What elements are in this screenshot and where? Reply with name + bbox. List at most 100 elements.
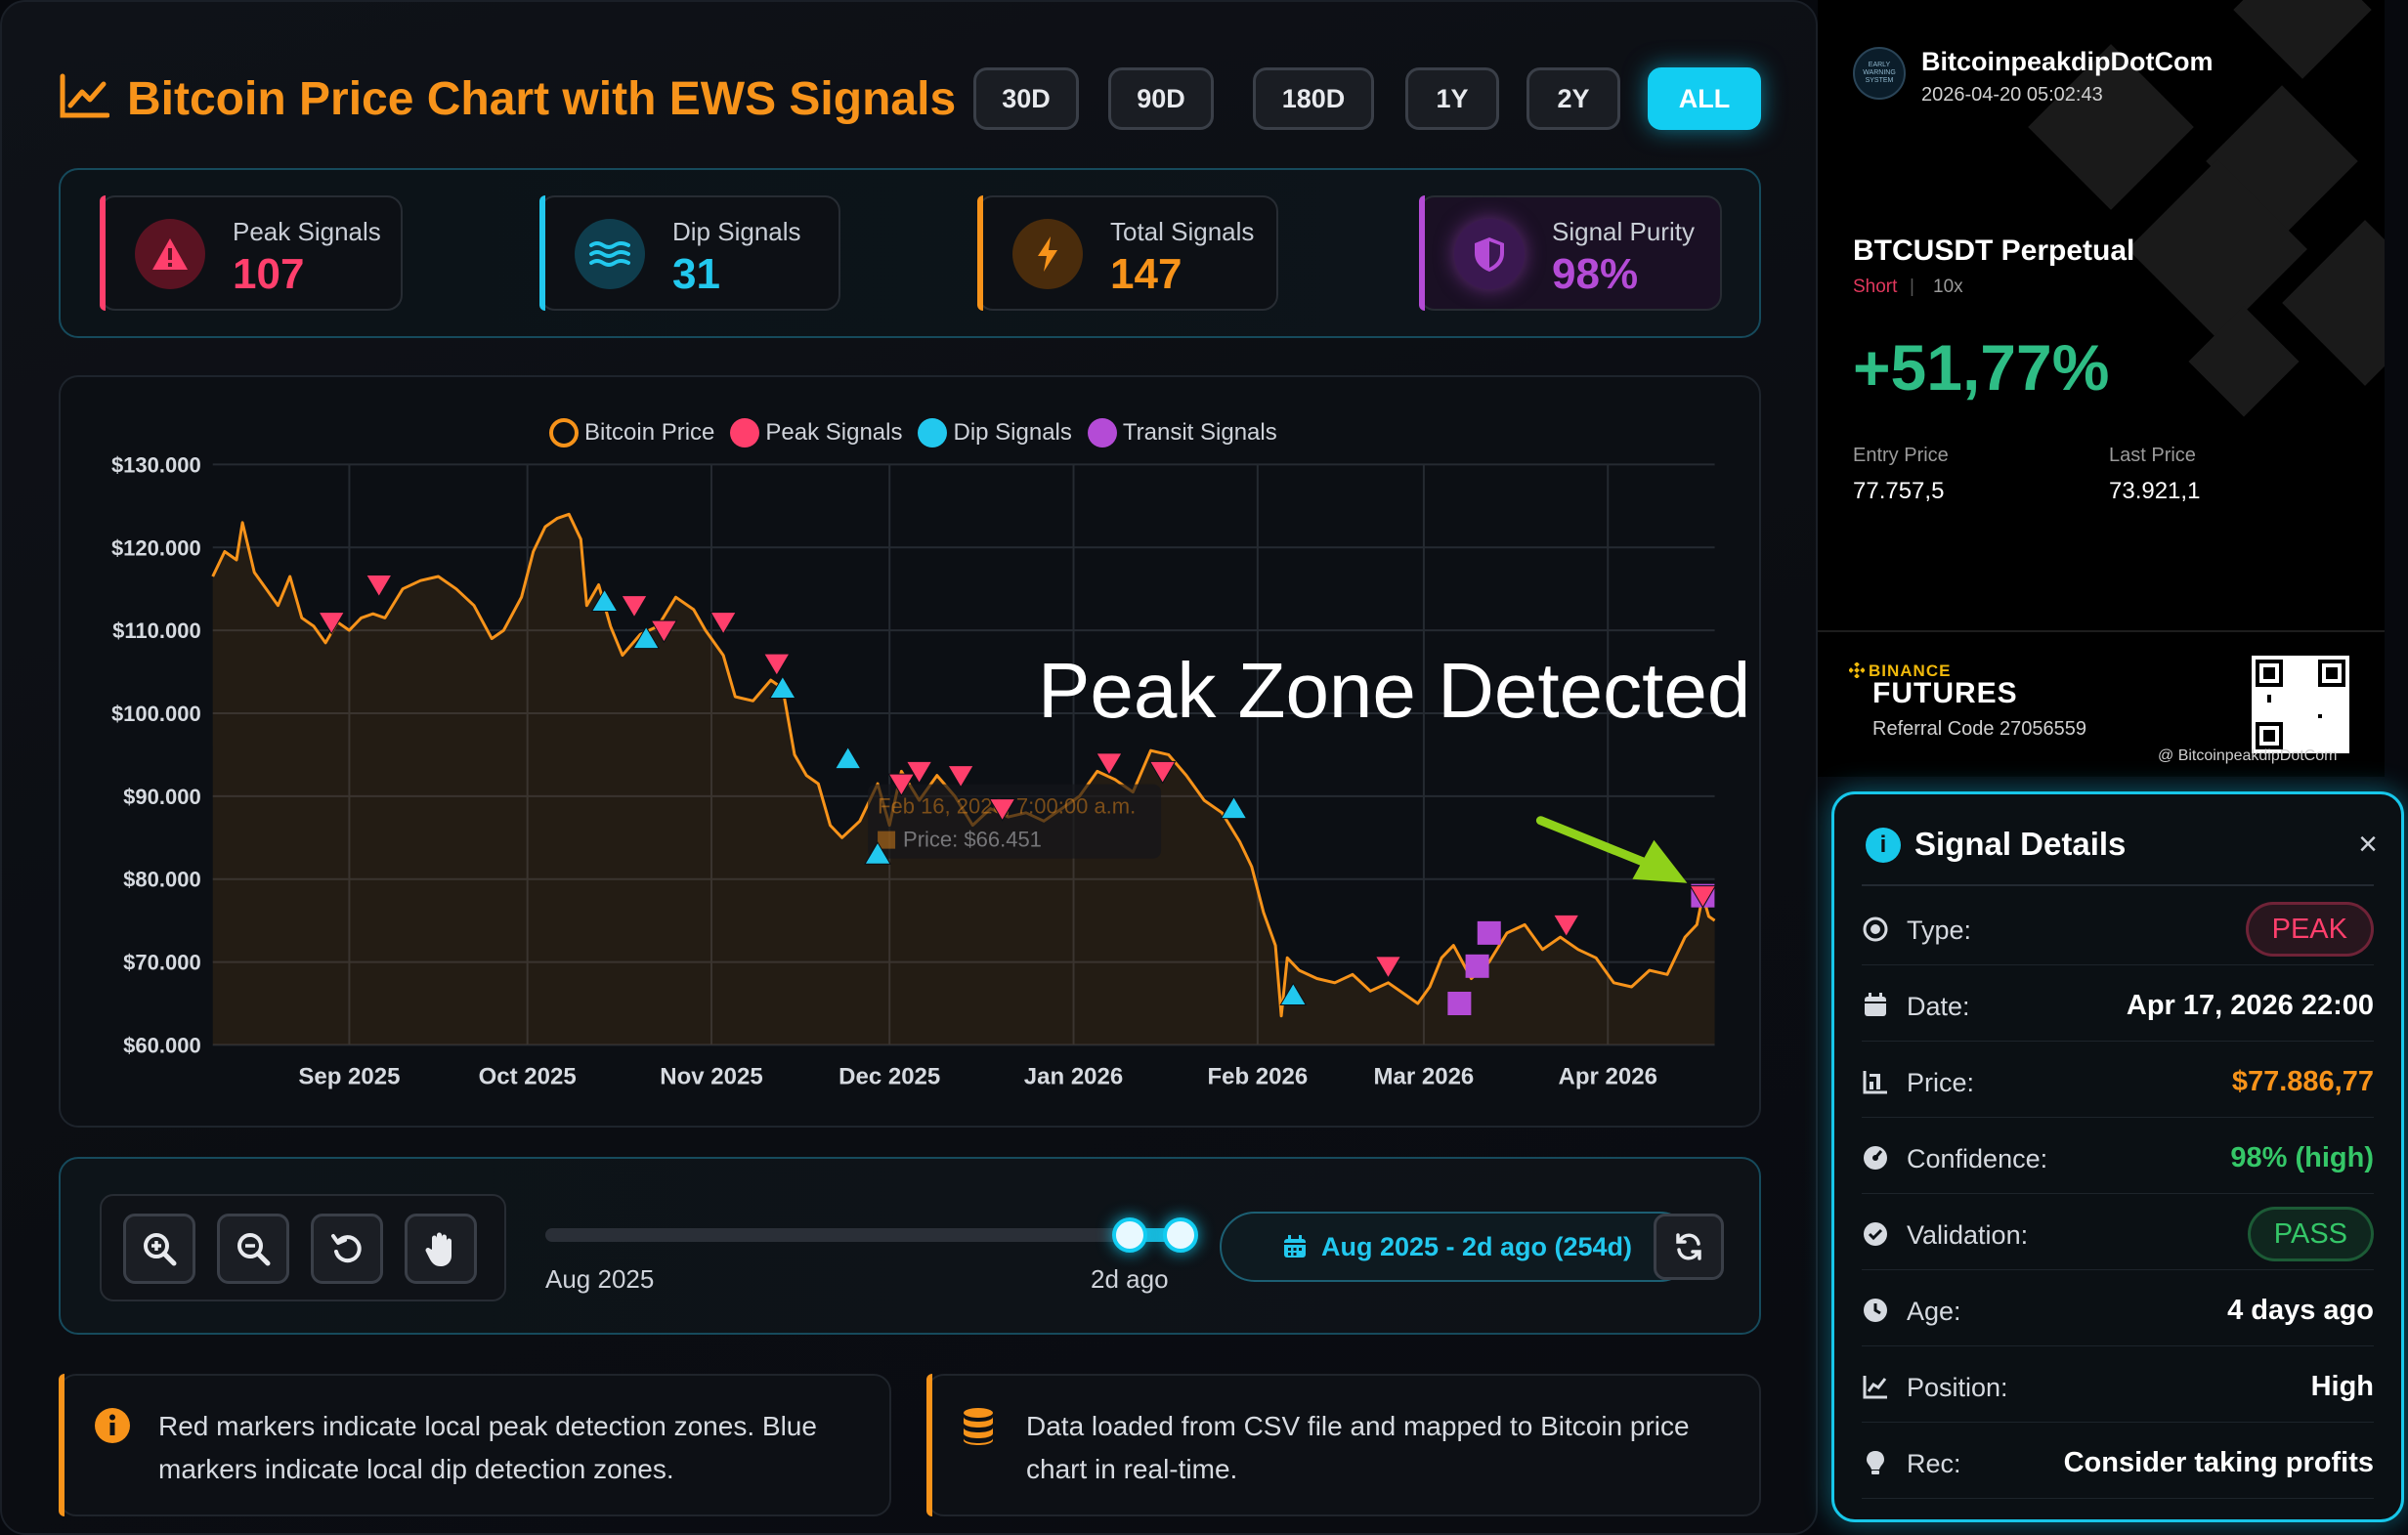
info-text: Red markers indicate local peak detectio… <box>158 1411 817 1484</box>
peak-signal-marker[interactable] <box>621 595 648 618</box>
divider <box>1862 884 2374 886</box>
pan-button[interactable] <box>405 1214 477 1284</box>
peak-signal-marker[interactable] <box>710 612 738 635</box>
referral-code: Referral Code 27056559 <box>1872 718 2087 740</box>
dip-signal-marker[interactable] <box>1220 795 1248 820</box>
waves-icon <box>575 219 645 289</box>
peak-signal-marker[interactable] <box>650 619 678 644</box>
range-30d-button[interactable]: 30D <box>973 67 1079 130</box>
stat-dip-signals: Dip Signals 31 <box>539 195 840 311</box>
card-accent <box>926 1374 932 1516</box>
share-timestamp: 2026-04-20 05:02:43 <box>1921 84 2103 106</box>
range-slider-end-handle[interactable] <box>1163 1217 1198 1253</box>
detail-row-rec: Rec: Consider taking profits <box>1862 1426 2374 1499</box>
range-2y-button[interactable]: 2Y <box>1526 67 1620 130</box>
qr-code[interactable] <box>2252 656 2349 753</box>
legend-label: Transit Signals <box>1122 419 1277 446</box>
binance-product: FUTURES <box>1872 677 2018 709</box>
range-slider-track[interactable] <box>545 1228 1181 1242</box>
transit-signal-marker[interactable] <box>1447 992 1472 1015</box>
peak-signal-marker[interactable] <box>947 765 974 789</box>
stats-panel: Peak Signals 107 Dip Signals 31 Total Si… <box>59 168 1761 338</box>
calendar-icon <box>1283 1235 1306 1258</box>
slider-start-label: Aug 2025 <box>545 1264 655 1294</box>
range-slider-start-handle[interactable] <box>1112 1217 1147 1253</box>
peak-signal-marker[interactable] <box>887 773 916 797</box>
legend-bitcoin-price[interactable]: Bitcoin Price <box>549 418 714 448</box>
range-1y-button[interactable]: 1Y <box>1405 67 1499 130</box>
detail-value: High <box>2310 1371 2374 1402</box>
gauge-icon <box>1864 1146 1887 1170</box>
legend-transit-signals[interactable]: Transit Signals <box>1087 418 1277 448</box>
range-180d-button[interactable]: 180D <box>1253 67 1374 130</box>
x-tick-label: Oct 2025 <box>479 1063 577 1089</box>
peak-zone-annotation: Peak Zone Detected <box>1038 647 1750 734</box>
reset-zoom-button[interactable] <box>311 1214 383 1284</box>
shield-icon <box>1454 219 1525 289</box>
dip-signal-marker[interactable] <box>864 841 891 865</box>
detail-value: 98% (high) <box>2230 1142 2374 1173</box>
zoom-toolbar <box>100 1194 506 1301</box>
legend-label: Peak Signals <box>765 419 903 446</box>
x-tick-label: Feb 2026 <box>1207 1063 1308 1089</box>
transit-signal-marker[interactable] <box>1465 954 1489 978</box>
peak-signal-marker[interactable] <box>365 574 393 598</box>
peak-signal-marker[interactable] <box>762 653 791 677</box>
slider-end-label: 2d ago <box>1091 1264 1169 1294</box>
peak-signal-marker[interactable] <box>318 612 346 635</box>
arrow-head-icon <box>1632 839 1688 883</box>
stat-peak-signals: Peak Signals 107 <box>100 195 403 311</box>
peak-signal-marker[interactable] <box>1689 885 1717 909</box>
page-title: Bitcoin Price Chart with EWS Signals <box>127 73 957 125</box>
stat-accent <box>1419 195 1425 311</box>
detail-row-validation: Validation: PASS <box>1862 1197 2374 1270</box>
last-price-label: Last Price <box>2109 445 2196 466</box>
detail-label: Date: <box>1907 992 1970 1021</box>
qr-finder <box>2263 730 2275 742</box>
dip-signal-marker[interactable] <box>590 588 619 612</box>
info-text: Data loaded from CSV file and mapped to … <box>1026 1411 1690 1484</box>
price-chart[interactable]: $130.000 $120.000 $110.000 $100.000 $90.000 $… <box>61 377 1763 1130</box>
calendar-icon <box>1865 993 1886 1016</box>
transit-signal-marker[interactable] <box>1477 920 1501 945</box>
y-tick-label: $110.000 <box>112 618 201 643</box>
detail-row-type: Type: PEAK <box>1862 892 2374 965</box>
peak-signal-marker[interactable] <box>1096 752 1123 776</box>
peak-signal-marker[interactable] <box>1552 914 1580 938</box>
legend-peak-signals[interactable]: Peak Signals <box>730 418 902 448</box>
chart-line-icon <box>60 73 109 118</box>
detail-value: 4 days ago <box>2227 1295 2374 1326</box>
legend-dip-signals[interactable]: Dip Signals <box>918 418 1072 448</box>
peak-signal-marker[interactable] <box>905 760 933 785</box>
close-button[interactable]: × <box>2358 826 2378 863</box>
detail-row-price: Price: $77.886,77 <box>1862 1045 2374 1118</box>
details-title: Signal Details <box>1914 826 2127 862</box>
dip-signal-marker[interactable] <box>834 746 862 770</box>
stat-value: 147 <box>1110 250 1182 298</box>
last-price-value: 73.921,1 <box>2109 478 2201 504</box>
qr-module <box>2267 699 2271 703</box>
zoom-out-button[interactable] <box>217 1214 289 1284</box>
bg-diamond <box>2233 0 2372 79</box>
range-90d-button[interactable]: 90D <box>1108 67 1214 130</box>
zoom-in-button[interactable] <box>123 1214 195 1284</box>
date-range-display[interactable]: Aug 2025 - 2d ago (254d) <box>1220 1212 1695 1282</box>
binance-pnl-card: EARLY WARNING SYSTEM BitcoinpeakdipDotCo… <box>1818 0 2385 777</box>
chart-tooltip <box>868 784 1162 859</box>
detail-label: Validation: <box>1907 1220 2029 1250</box>
y-tick-label: $80.000 <box>123 868 201 892</box>
chart-icon <box>1863 1071 1887 1094</box>
x-tick-label: Dec 2025 <box>838 1063 940 1089</box>
undo-icon <box>331 1234 362 1263</box>
refresh-button[interactable] <box>1654 1214 1724 1280</box>
peak-signal-marker[interactable] <box>1148 760 1177 785</box>
avatar-text: EARLY WARNING SYSTEM <box>1863 62 1896 84</box>
stat-value: 31 <box>672 250 720 298</box>
dip-signal-marker[interactable] <box>632 625 661 650</box>
dip-signal-marker[interactable] <box>1279 982 1308 1006</box>
peak-signal-marker[interactable] <box>988 798 1016 822</box>
dip-signal-marker[interactable] <box>768 675 796 700</box>
peak-signal-marker[interactable] <box>1374 956 1402 979</box>
range-all-button[interactable]: ALL <box>1648 67 1761 130</box>
info-icon <box>95 1408 130 1443</box>
